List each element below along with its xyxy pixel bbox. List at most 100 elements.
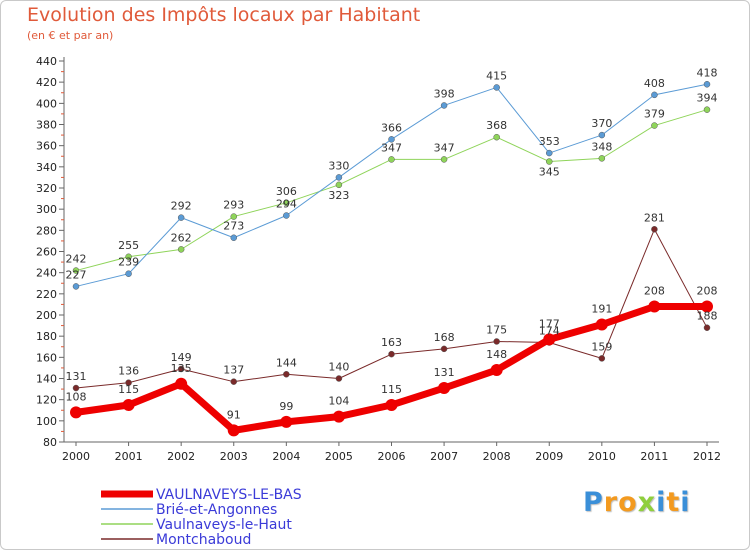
value-label: 347 (434, 141, 455, 154)
x-tick-label: 2011 (640, 450, 668, 463)
data-point (543, 333, 556, 346)
data-point (595, 318, 608, 331)
value-label: 415 (486, 69, 507, 82)
legend-label: Montchaboud (156, 532, 251, 548)
y-tick-label: 280 (36, 224, 57, 237)
value-label: 144 (276, 356, 297, 369)
value-label: 239 (118, 256, 139, 269)
value-label: 379 (644, 108, 665, 121)
data-point (175, 377, 188, 390)
logo-letter: t (666, 487, 681, 518)
data-point (125, 270, 132, 277)
data-point (388, 136, 395, 143)
value-label: 159 (591, 340, 612, 353)
x-tick-label: 2003 (220, 450, 248, 463)
data-point (546, 158, 553, 165)
data-point (651, 91, 658, 99)
data-point (598, 355, 606, 362)
data-point (651, 226, 658, 233)
data-point (335, 375, 343, 382)
logo-letter: r (603, 487, 619, 518)
data-point (177, 246, 185, 253)
value-label: 168 (434, 331, 455, 344)
value-label: 330 (328, 159, 349, 172)
value-labels: 108 115 135 91 99 104 115 131 148 177 191 208 208 227… (66, 66, 718, 421)
value-label: 345 (539, 166, 560, 179)
data-point (598, 131, 606, 139)
value-label: 163 (381, 336, 402, 349)
value-label: 255 (118, 239, 139, 252)
value-label: 208 (697, 285, 718, 298)
data-point (648, 300, 661, 313)
value-label: 366 (381, 121, 402, 134)
data-point (72, 283, 80, 290)
value-label: 408 (644, 77, 665, 90)
y-tick-label: 100 (36, 415, 57, 428)
chart-title: Evolution des Impôts locaux par Habitant (27, 4, 421, 26)
y-tick-label: 240 (36, 267, 57, 280)
data-point (385, 398, 398, 411)
y-tick-label: 200 (36, 309, 57, 322)
x-tick-label: 2007 (430, 450, 458, 463)
logo-letter: P (583, 487, 604, 518)
logo-letter: o (618, 487, 638, 518)
y-tick-label: 300 (36, 203, 57, 216)
value-label: 91 (227, 408, 241, 421)
y-tick-label: 220 (36, 288, 57, 301)
data-point (703, 81, 711, 88)
value-label: 294 (276, 198, 297, 211)
logo-letter: i (656, 487, 667, 518)
logo-letter: i (680, 487, 691, 518)
proxiti-logo: Proxiti (583, 487, 691, 518)
y-tick-label: 80 (43, 436, 57, 449)
data-point (283, 199, 290, 207)
data-point (440, 345, 448, 353)
value-label: 140 (328, 361, 349, 374)
data-point (703, 324, 711, 331)
value-label: 174 (539, 325, 560, 338)
x-tick-label: 2012 (693, 450, 721, 463)
data-point (230, 213, 237, 220)
y-tick-label: 320 (36, 182, 57, 195)
y-tick-label: 420 (36, 76, 57, 89)
x-tick-label: 2004 (272, 450, 300, 463)
y-tick-label: 160 (36, 351, 57, 364)
legend: VAULNAVEYS-LE-BASBrié-et-AngonnesVaulnav… (101, 487, 302, 548)
value-label: 227 (66, 268, 87, 281)
x-tick-label: 2000 (62, 450, 90, 463)
value-label: 370 (591, 117, 612, 130)
value-label: 347 (381, 141, 402, 154)
data-point (490, 364, 503, 377)
series-line (75, 83, 708, 287)
data-point (72, 267, 80, 274)
value-label: 262 (171, 231, 192, 244)
value-label: 273 (223, 220, 244, 233)
x-tick-label: 2002 (167, 450, 195, 463)
chart-subtitle: (en € et par an) (27, 29, 114, 42)
value-label: 115 (381, 383, 402, 396)
value-label: 99 (279, 400, 293, 413)
value-label: 368 (486, 119, 507, 132)
data-point (332, 410, 345, 423)
legend-label: VAULNAVEYS-LE-BAS (156, 487, 302, 503)
value-label: 135 (171, 362, 192, 375)
data-point (283, 371, 290, 378)
y-tick-label: 400 (36, 97, 57, 110)
value-label: 115 (118, 383, 139, 396)
data-point (177, 214, 185, 221)
value-label: 208 (644, 285, 665, 298)
y-tick-label: 140 (36, 373, 57, 386)
data-point (230, 378, 237, 385)
data-point (438, 382, 451, 395)
value-label: 149 (171, 351, 192, 364)
value-label: 323 (328, 189, 349, 202)
value-label: 398 (434, 87, 455, 100)
y-tick-label: 340 (36, 161, 57, 174)
value-label: 293 (223, 199, 244, 212)
data-point (122, 398, 135, 411)
axes: 80 100 120 140 160 180 200 220 240 260 280 300 320 34… (36, 55, 721, 463)
legend-label: Brié-et-Angonnes (156, 502, 277, 518)
data-point (440, 156, 448, 163)
value-label: 104 (328, 395, 349, 408)
